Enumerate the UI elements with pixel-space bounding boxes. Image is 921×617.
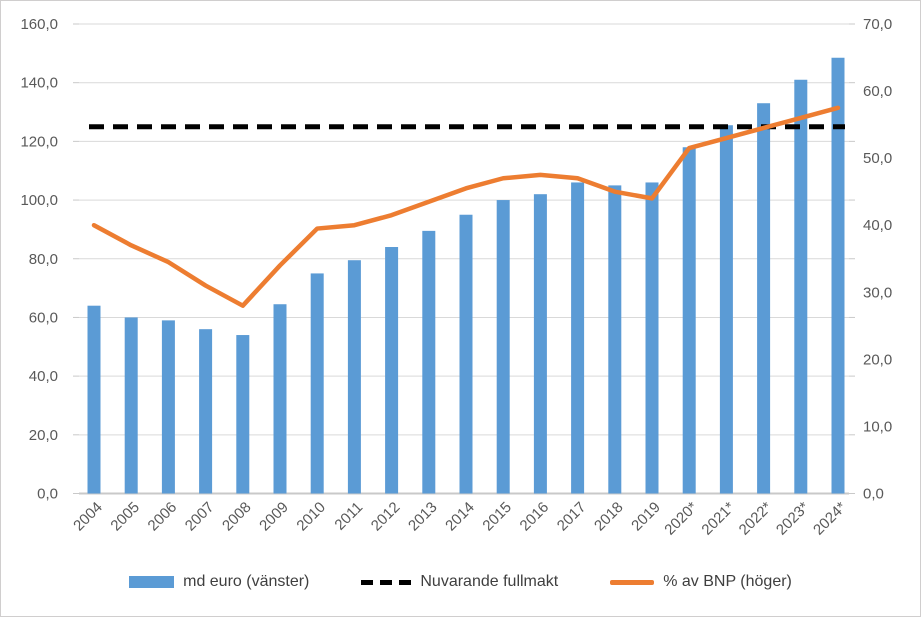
legend-item-bnp: % av BNP (höger): [610, 573, 792, 591]
right-axis-tick-label: 30,0: [863, 284, 892, 301]
legend-item-md-euro: md euro (vänster): [129, 573, 309, 591]
x-axis-label-2012: 2012: [368, 499, 404, 535]
bar-2009: [273, 304, 287, 494]
x-axis-label-2011: 2011: [331, 499, 366, 534]
x-axis-label-2008: 2008: [219, 499, 255, 535]
x-axis-label-2023: 2023*: [773, 499, 813, 539]
left-axis-tick-label: 60,0: [29, 309, 58, 326]
bar-2010: [310, 273, 324, 494]
x-axis-label-2018: 2018: [591, 499, 627, 535]
bar-2013: [422, 230, 436, 494]
right-axis-tick-label: 70,0: [863, 16, 892, 33]
left-axis-tick-label: 80,0: [29, 251, 58, 268]
x-axis-label-2014: 2014: [442, 499, 478, 535]
left-axis-tick-label: 140,0: [20, 75, 58, 92]
line-series-swatch: [610, 579, 655, 585]
bar-2023*: [794, 79, 808, 494]
bar-2014: [459, 214, 473, 494]
bar-2007: [199, 329, 213, 494]
bar-2017: [571, 182, 585, 494]
legend-label-md-euro: md euro (vänster): [183, 573, 310, 590]
bar-2019: [645, 182, 659, 494]
x-axis-label-2006: 2006: [145, 499, 181, 535]
x-axis-label-2016: 2016: [517, 499, 553, 535]
legend-label-fullmakt: Nuvarande fullmakt: [420, 573, 559, 590]
x-axis-label-2015: 2015: [479, 499, 515, 535]
right-axis-tick-label: 60,0: [863, 83, 892, 100]
bar-2006: [161, 320, 175, 494]
left-axis-tick-label: 100,0: [20, 192, 58, 209]
x-axis-label-2009: 2009: [256, 499, 292, 535]
x-axis-label-2024: 2024*: [810, 499, 850, 539]
legend-item-fullmakt: Nuvarande fullmakt: [361, 573, 558, 591]
bar-2022*: [757, 103, 771, 494]
left-axis-tick-label: 160,0: [20, 16, 58, 33]
dashed-line-swatch: [361, 579, 412, 585]
bar-2011: [347, 260, 361, 494]
bar-2024*: [831, 57, 845, 494]
bar-2016: [533, 194, 547, 494]
left-axis-tick-label: 120,0: [20, 133, 58, 150]
bnp-line: [91, 105, 841, 308]
bar-2021*: [719, 125, 733, 494]
left-axis-tick-label: 20,0: [29, 427, 58, 444]
x-axis-label-2020: 2020*: [661, 499, 701, 539]
left-axis-tick-label: 0,0: [37, 486, 58, 503]
bar-2008: [236, 335, 250, 494]
bar-series-swatch: [129, 576, 175, 588]
right-axis-tick-label: 10,0: [863, 418, 892, 435]
x-axis-label-2004: 2004: [70, 499, 106, 535]
x-axis-label-2013: 2013: [405, 499, 441, 535]
bar-2018: [608, 185, 622, 494]
legend-label-bnp: % av BNP (höger): [663, 573, 792, 590]
x-axis-label-2019: 2019: [628, 499, 664, 535]
right-axis-tick-label: 20,0: [863, 351, 892, 368]
x-axis-label-2022: 2022*: [736, 499, 776, 539]
x-axis-label-2017: 2017: [554, 499, 590, 535]
right-axis-tick-label: 0,0: [863, 486, 884, 503]
x-axis-label-2007: 2007: [182, 499, 218, 535]
x-axis-label-2010: 2010: [293, 499, 329, 535]
x-axis-label-2005: 2005: [107, 499, 143, 535]
bar-2004: [87, 305, 101, 494]
bar-2012: [385, 247, 399, 494]
right-axis-tick-label: 50,0: [863, 150, 892, 167]
x-axis-label-2021: 2021*: [698, 499, 738, 539]
left-axis-tick-label: 40,0: [29, 368, 58, 385]
right-axis-tick-label: 40,0: [863, 217, 892, 234]
legend: md euro (vänster) Nuvarande fullmakt % a…: [1, 573, 920, 591]
bar-2015: [496, 200, 510, 494]
bar-2020*: [682, 147, 696, 494]
bar-2005: [124, 317, 138, 494]
